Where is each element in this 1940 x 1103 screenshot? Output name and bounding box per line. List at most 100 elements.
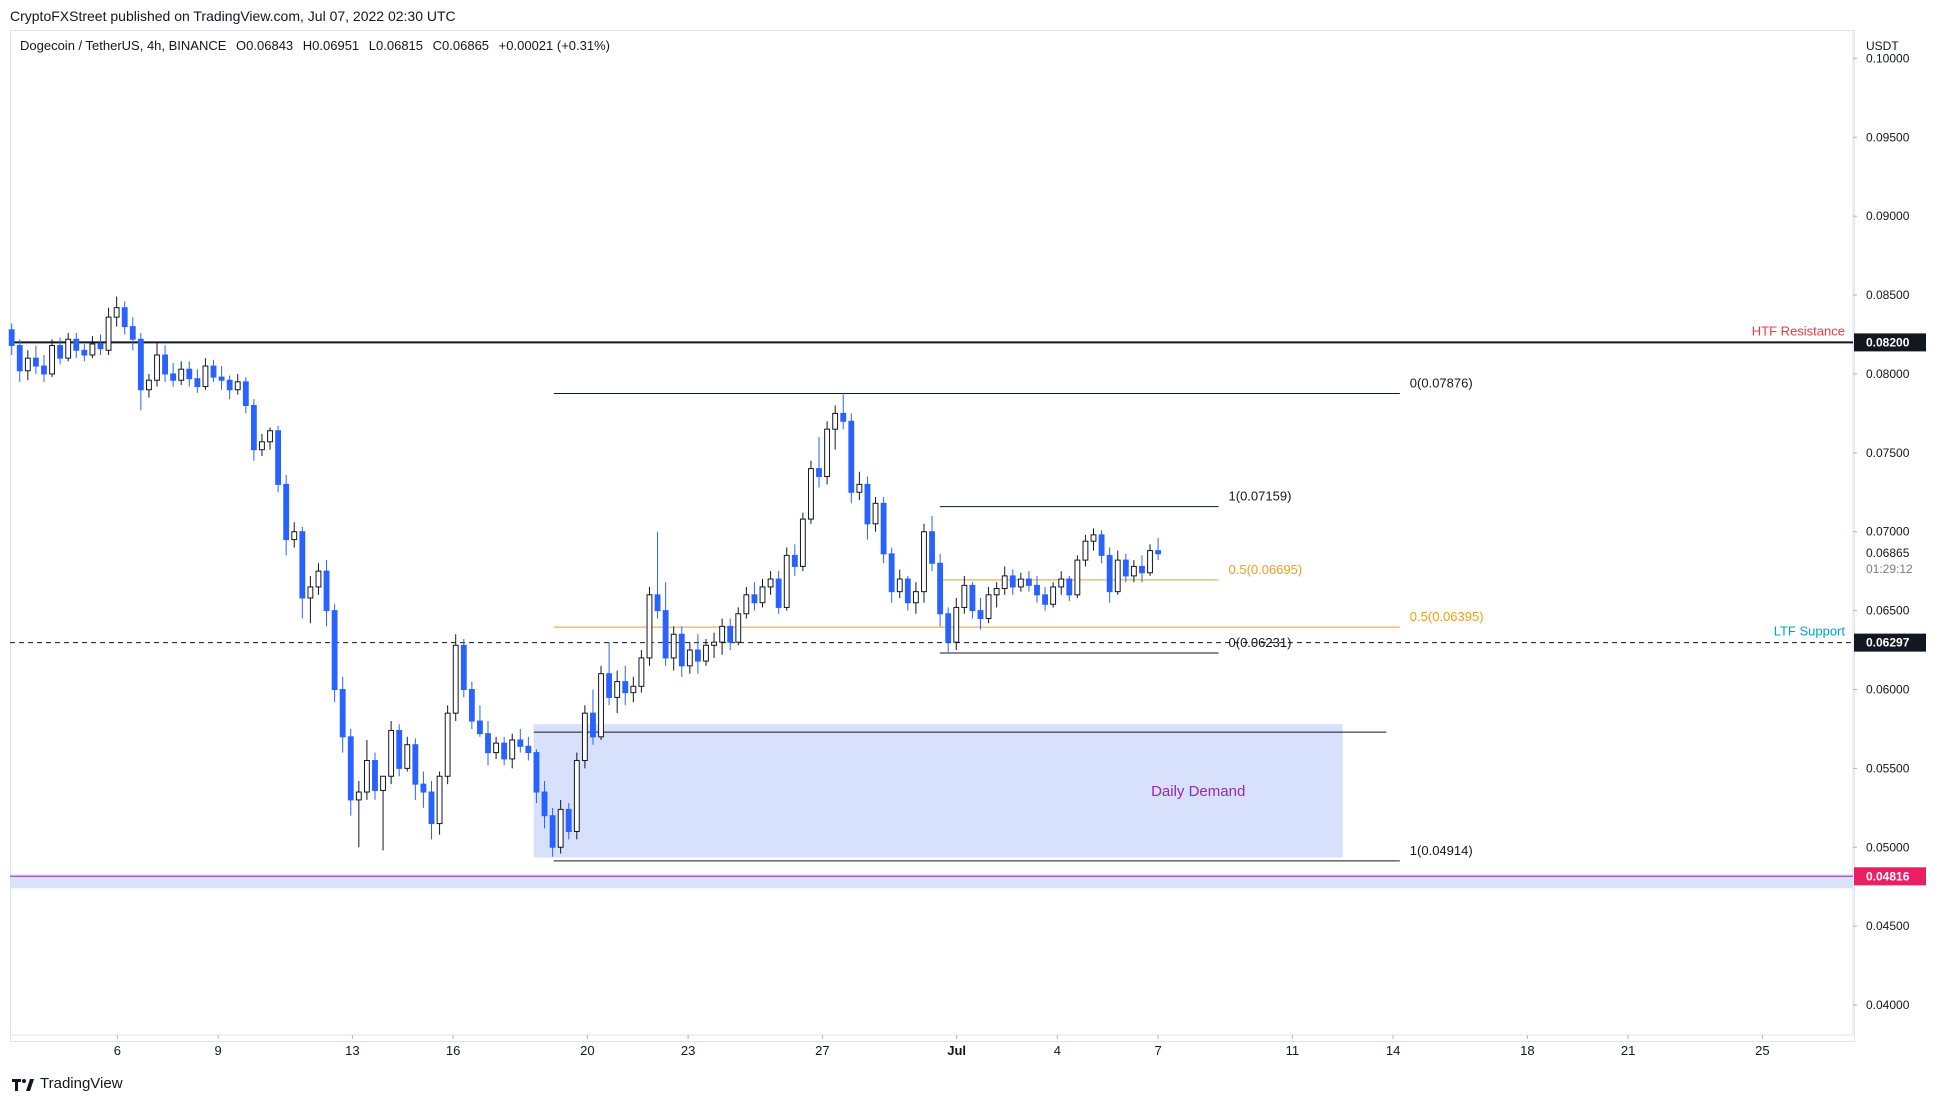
candle-body [186,368,193,380]
candle-body [146,379,152,391]
candle-body [250,404,257,451]
candle-body [985,594,992,619]
candle-body [323,570,330,612]
candle-body [468,688,475,722]
candle-body [614,681,621,698]
candle-body [775,578,782,608]
candle-body [816,468,822,477]
candle-body [291,531,298,541]
candle-body [969,584,976,612]
x-tick-label: 7 [1154,1043,1161,1058]
candle-body [719,625,726,643]
symbol-legend: Dogecoin / TetherUS, 4h, BINANCE O0.0684… [20,38,616,53]
candle-body [872,502,879,525]
y-tick-label: 0.08500 [1866,288,1910,302]
candle-body [904,578,911,604]
candle-body [113,307,120,318]
candle-body [767,578,774,588]
candle-body [24,357,31,372]
candle-body [137,338,144,391]
low-value: L0.06815 [368,38,424,53]
candle-body [170,373,177,381]
candle-body [380,775,386,791]
candle-body [420,783,427,793]
candle-body [1001,575,1008,590]
candle-body [896,578,903,593]
candle-body [1098,534,1105,556]
y-tick-label: 0.04500 [1866,919,1910,933]
candle-body [65,338,72,359]
candle-body [1017,578,1024,588]
tradingview-logo[interactable]: TradingView [12,1075,123,1092]
purple-support-price-tag: 0.04816 [1866,869,1910,883]
candle-body [751,594,758,604]
candle-body [864,483,871,525]
candle-body [162,354,168,375]
x-tick-label: 21 [1621,1043,1635,1058]
htf-resistance-price-tag: 0.08200 [1866,335,1910,349]
candle-body [937,562,944,615]
candle-body [840,412,847,422]
daily-demand-zone [533,724,1343,858]
candle-body [848,420,855,493]
candle-body [533,752,540,793]
candle-body [590,712,596,738]
candle-body [396,730,403,769]
candle-body [97,343,104,350]
x-tick-label: 13 [345,1043,359,1058]
high-value: H0.06951 [302,38,360,53]
y-tick-label: 0.06500 [1866,604,1910,618]
fib-small-level-label: 1(0.07159) [1229,489,1292,504]
candle-body [234,381,241,391]
x-tick-label: 4 [1054,1043,1061,1058]
candle-body [315,570,322,588]
candle-body [210,365,217,378]
x-tick-label: 23 [681,1043,695,1058]
fib-big-level-label: 0(0.07876) [1410,376,1473,391]
candle-body [259,441,265,451]
purple-support-price-tag-bg [1854,867,1926,886]
candle-body [275,430,282,485]
candle-body [888,553,895,593]
candle-body [283,483,290,541]
purple-support-band [10,874,1853,889]
y-tick-label: 0.06000 [1866,682,1910,696]
candle-body [670,633,677,659]
x-tick-label: 18 [1520,1043,1534,1058]
candle-body [307,586,314,599]
candle-body [388,730,395,777]
candle-body [630,685,637,694]
candle-body [267,430,273,443]
candle-body [477,720,483,735]
candle-body [202,365,209,388]
candle-body [808,468,814,520]
candle-body [759,586,766,604]
symbol-name[interactable]: Dogecoin / TetherUS, 4h, BINANCE [20,38,227,53]
candle-body [485,733,491,754]
candle-body [711,641,717,646]
candle-body [662,610,669,659]
candle-body [783,554,790,608]
y-tick-label: 0.10000 [1866,51,1910,65]
candle-body [622,681,629,694]
y-tick-label: 0.09000 [1866,209,1910,223]
candle-body [1034,584,1040,596]
candle-body [347,736,354,801]
candle-body [977,610,984,619]
fib-big-level-label: 0.5(0.06395) [1410,609,1484,624]
candle-body [993,588,1000,596]
ltf-support-label: LTF Support [1774,624,1846,639]
tradingview-logo-icon [12,1078,34,1091]
candle-body [654,594,661,612]
candle-body [541,791,548,817]
publisher-line: CryptoFXStreet published on TradingView.… [10,8,456,24]
candle-body [557,808,564,848]
candle-body [880,502,887,555]
candle-body [8,329,15,347]
candle-body [81,349,88,356]
htf-resistance-label: HTF Resistance [1752,323,1845,338]
candle-body [339,688,346,738]
candle-body [646,594,653,659]
candle-body [517,739,524,747]
